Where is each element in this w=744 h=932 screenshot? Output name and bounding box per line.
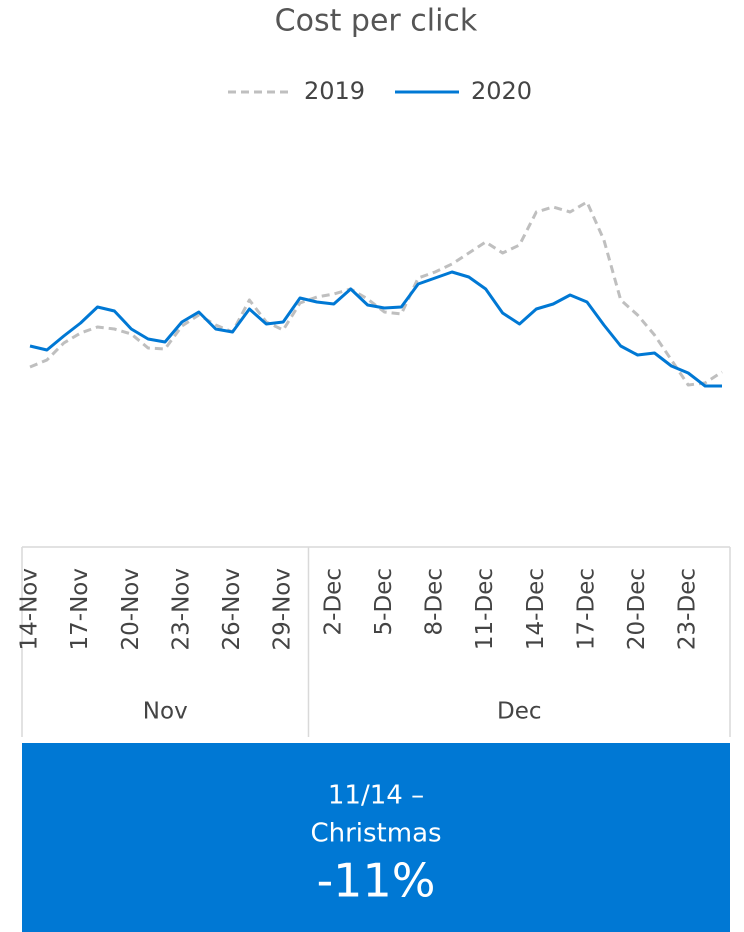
x-tick-label: 17-Nov bbox=[67, 568, 93, 650]
series-line bbox=[29, 270, 722, 388]
group-label: Nov bbox=[143, 699, 188, 725]
callout-value: -11% bbox=[317, 854, 436, 908]
x-tick-label: 20-Nov bbox=[118, 568, 144, 650]
x-tick-label: 8-Dec bbox=[422, 568, 448, 635]
callout-text: Christmas bbox=[310, 819, 441, 849]
callout-box bbox=[22, 743, 730, 932]
x-tick-label: 20-Dec bbox=[624, 568, 650, 650]
series-line bbox=[29, 200, 723, 387]
chart-title: Cost per click bbox=[275, 4, 478, 39]
callout-text: 11/14 – bbox=[328, 781, 424, 811]
legend-label: 2020 bbox=[471, 77, 532, 105]
x-tick-label: 23-Dec bbox=[675, 568, 701, 650]
legend-label: 2019 bbox=[304, 77, 365, 105]
x-tick-label: 17-Dec bbox=[573, 568, 599, 650]
x-tick-label: 14-Dec bbox=[523, 568, 549, 650]
x-tick-label: 29-Nov bbox=[270, 568, 296, 650]
x-tick-label: 11-Dec bbox=[472, 568, 498, 650]
x-tick-label: 26-Nov bbox=[219, 568, 245, 650]
x-tick-label: 14-Nov bbox=[17, 568, 43, 650]
group-label: Dec bbox=[497, 699, 542, 725]
x-tick-label: 2-Dec bbox=[320, 568, 346, 635]
x-tick-label: 23-Nov bbox=[168, 568, 194, 650]
x-tick-label: 5-Dec bbox=[371, 568, 397, 635]
